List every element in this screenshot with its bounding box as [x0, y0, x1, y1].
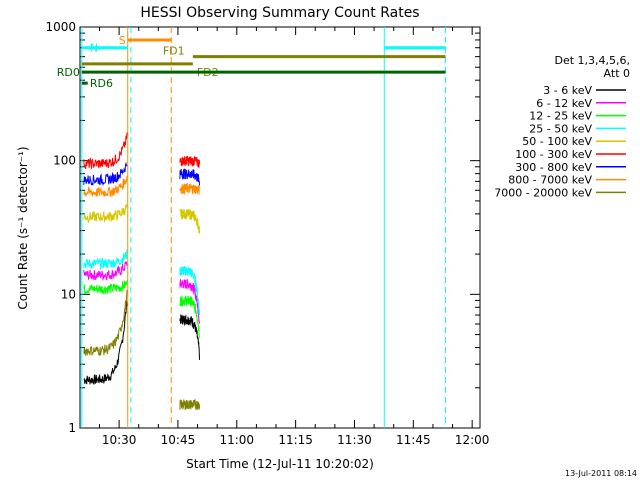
flag-label-s: S — [119, 34, 126, 47]
flag-label-rd6: RD6 — [90, 77, 113, 90]
x-tick-label: 11:00 — [219, 433, 254, 447]
legend-title-line1: Det 1,3,4,5,6, — [554, 54, 630, 67]
x-tick-label: 10:30 — [102, 433, 137, 447]
y-tick-label: 1 — [68, 421, 76, 435]
series-line-3-6kev-part2 — [179, 314, 200, 360]
series-line-12-25kev-part1 — [83, 280, 128, 295]
series-line-800-7000kev-part2 — [179, 182, 200, 195]
series-line-300-800kev-part1 — [83, 161, 128, 186]
legend-label: 7000 - 20000 keV — [494, 186, 592, 199]
series-line-25-50kev-part2 — [179, 266, 200, 316]
series-line-7000-20000kev-part1 — [83, 289, 128, 356]
series-line-100-300kev-part2 — [179, 155, 200, 168]
series-line-50-100kev-part1 — [83, 204, 128, 224]
legend-label: 12 - 25 keV — [529, 110, 592, 123]
legend-label: 50 - 100 keV — [522, 135, 592, 148]
series-line-50-100kev-part2 — [179, 208, 200, 234]
legend-label: 3 - 6 keV — [543, 84, 592, 97]
plot-area: 1 10 100 1000 10:30 10:45 11:00 11:15 11:30 11:45… — [45, 20, 489, 447]
y-tick-label: 1000 — [45, 20, 76, 34]
chart-title: HESSI Observing Summary Count Rates — [140, 5, 419, 21]
series-line-100-300kev-part1 — [83, 132, 128, 170]
x-tick-label: 10:45 — [161, 433, 196, 447]
y-tick-label: 10 — [61, 287, 76, 301]
series-line-6-12kev-part2 — [179, 279, 200, 324]
plot-frame — [79, 26, 481, 429]
series-line-800-7000kev-part1 — [83, 175, 128, 197]
series-line-7000-20000kev-part2 — [179, 398, 200, 411]
legend-label: 100 - 300 keV — [515, 148, 592, 161]
legend-label: 300 - 800 keV — [515, 161, 592, 174]
x-tick-label: 11:45 — [396, 433, 431, 447]
legend-title-line2: Att 0 — [604, 67, 630, 80]
series-line-300-800kev-part2 — [179, 168, 200, 186]
series-line-12-25kev-part2 — [179, 295, 200, 339]
flag-label-rd0: RD0 — [57, 66, 80, 79]
x-tick-label: 12:00 — [455, 433, 490, 447]
legend-label: 800 - 7000 keV — [508, 174, 592, 187]
legend-label: 6 - 12 keV — [536, 97, 592, 110]
x-tick-label: 11:30 — [337, 433, 372, 447]
y-tick-label: 100 — [53, 154, 76, 168]
series-line-3-6kev-part1 — [83, 300, 128, 385]
series-line-6-12kev-part1 — [83, 261, 128, 281]
flag-label-n: N — [90, 42, 98, 55]
series-line-25-50kev-part1 — [83, 249, 128, 271]
x-axis-label: Start Time (12-Jul-11 10:20:02) — [186, 457, 374, 471]
legend-label: 25 - 50 keV — [529, 122, 592, 135]
flag-label-fd1: FD1 — [163, 45, 185, 58]
x-tick-label: 11:15 — [278, 433, 313, 447]
footer-date: 13-Jul-2011 08:14 — [565, 469, 637, 478]
y-axis-label: Count Rate (s⁻¹ detector⁻¹) — [16, 146, 30, 309]
